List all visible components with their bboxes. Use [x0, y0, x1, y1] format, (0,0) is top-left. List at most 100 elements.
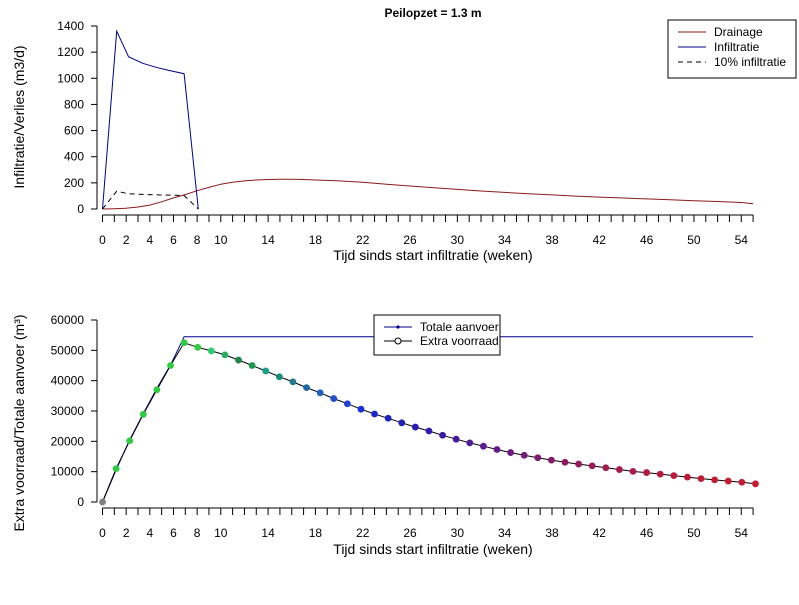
- y-tick-label: 1400: [57, 19, 84, 33]
- y-tick-label: 50000: [51, 343, 85, 357]
- series-line-infiltratie: [102, 29, 199, 210]
- data-point: [507, 449, 514, 456]
- x-tick-label: 18: [309, 526, 323, 540]
- data-point: [153, 386, 161, 394]
- data-point: [99, 498, 106, 506]
- data-point: [697, 475, 705, 483]
- x-tick-label: 18: [309, 233, 323, 247]
- data-point: [561, 458, 569, 466]
- x-tick-label: 4: [146, 233, 153, 247]
- x-tick-label: 22: [356, 233, 370, 247]
- x-tick-label: 34: [498, 233, 512, 247]
- data-point: [629, 467, 637, 475]
- data-point: [221, 351, 229, 359]
- x-tick-label: 54: [735, 233, 749, 247]
- data-point: [602, 464, 610, 472]
- series-line-totale-aanvoer: [102, 336, 754, 503]
- chart-title: Peilopzet = 1.3 m: [384, 6, 481, 20]
- x-tick-label: 4: [146, 526, 153, 540]
- y-tick-label: 40000: [51, 374, 85, 388]
- x-tick-label: 34: [498, 526, 512, 540]
- x-tick-label: 30: [451, 233, 465, 247]
- y-tick-label: 600: [64, 124, 84, 138]
- data-point: [520, 451, 528, 459]
- data-point: [384, 414, 392, 422]
- data-point: [357, 405, 365, 413]
- data-point: [275, 373, 283, 381]
- legend-label: Extra voorraad: [420, 334, 499, 348]
- legend-label: 10% infiltratie: [714, 55, 786, 69]
- x-tick-label: 2: [123, 233, 130, 247]
- data-point: [180, 339, 188, 347]
- legend-box: [667, 19, 797, 79]
- x-tick-label: 54: [735, 526, 749, 540]
- data-point: [289, 378, 297, 386]
- data-point: [479, 442, 487, 450]
- x-tick-label: 26: [403, 526, 417, 540]
- x-tick-label: 6: [170, 233, 177, 247]
- x-tick-label: 38: [545, 526, 559, 540]
- y-tick-label: 60000: [51, 313, 85, 327]
- x-tick-label: 10: [214, 526, 228, 540]
- data-point: [738, 478, 746, 486]
- data-point: [371, 410, 378, 418]
- x-tick-label: 8: [194, 233, 201, 247]
- data-point: [112, 465, 120, 473]
- chart-top: Peilopzet = 1.3 m Tijd sinds start infil…: [11, 6, 797, 263]
- x-tick-label: 42: [593, 526, 607, 540]
- x-tick-label: 8: [194, 526, 201, 540]
- x-axis-label: Tijd sinds start infiltratie (weken): [333, 541, 532, 557]
- y-axis-label: Extra voorraad/Totale aanvoer (m³): [11, 314, 27, 531]
- data-point: [452, 435, 460, 443]
- x-tick-label: 30: [451, 526, 465, 540]
- data-point: [411, 423, 419, 431]
- data-point: [235, 356, 242, 364]
- x-tick-label: 46: [640, 233, 654, 247]
- series-line-drainage: [102, 178, 754, 210]
- y-tick-label: 20000: [51, 434, 85, 448]
- legend-label: Totale aanvoer: [420, 320, 499, 334]
- chart-bottom: Tijd sinds start infiltratie (weken) Ext…: [11, 313, 759, 557]
- x-tick-label: 2: [123, 526, 130, 540]
- x-axis-label: Tijd sinds start infiltratie (weken): [333, 247, 532, 263]
- data-point: [207, 347, 215, 355]
- data-point: [752, 480, 759, 488]
- x-tick-label: 14: [261, 233, 275, 247]
- data-point: [724, 477, 732, 485]
- data-point: [303, 384, 310, 392]
- data-point: [466, 439, 474, 447]
- data-point: [534, 454, 542, 462]
- x-tick-label: 46: [640, 526, 654, 540]
- y-tick-label: 0: [77, 202, 84, 216]
- data-point: [588, 462, 596, 470]
- data-point: [248, 362, 256, 369]
- x-tick-label: 26: [403, 233, 417, 247]
- x-tick-label: 14: [261, 526, 275, 540]
- data-point: [575, 460, 583, 468]
- data-point: [343, 400, 351, 408]
- y-tick-label: 1000: [57, 71, 84, 85]
- y-tick-label: 800: [64, 97, 84, 111]
- data-point: [684, 473, 691, 481]
- y-tick-label: 10000: [51, 465, 85, 479]
- data-point: [643, 469, 651, 476]
- legend-label: Drainage: [714, 25, 763, 39]
- data-point: [167, 362, 174, 369]
- x-tick-label: 6: [170, 526, 177, 540]
- data-point: [330, 395, 338, 402]
- y-tick-label: 1200: [57, 45, 84, 59]
- data-point: [316, 389, 324, 397]
- data-point: [548, 456, 555, 464]
- data-point: [262, 367, 270, 375]
- y-axis-label: Infiltratie/Verlies (m3/d): [11, 45, 27, 188]
- x-tick-label: 0: [99, 233, 106, 247]
- data-point: [439, 431, 446, 439]
- x-tick-label: 0: [99, 526, 106, 540]
- y-tick-label: 0: [77, 495, 84, 509]
- x-tick-label: 50: [687, 233, 701, 247]
- x-tick-label: 38: [545, 233, 559, 247]
